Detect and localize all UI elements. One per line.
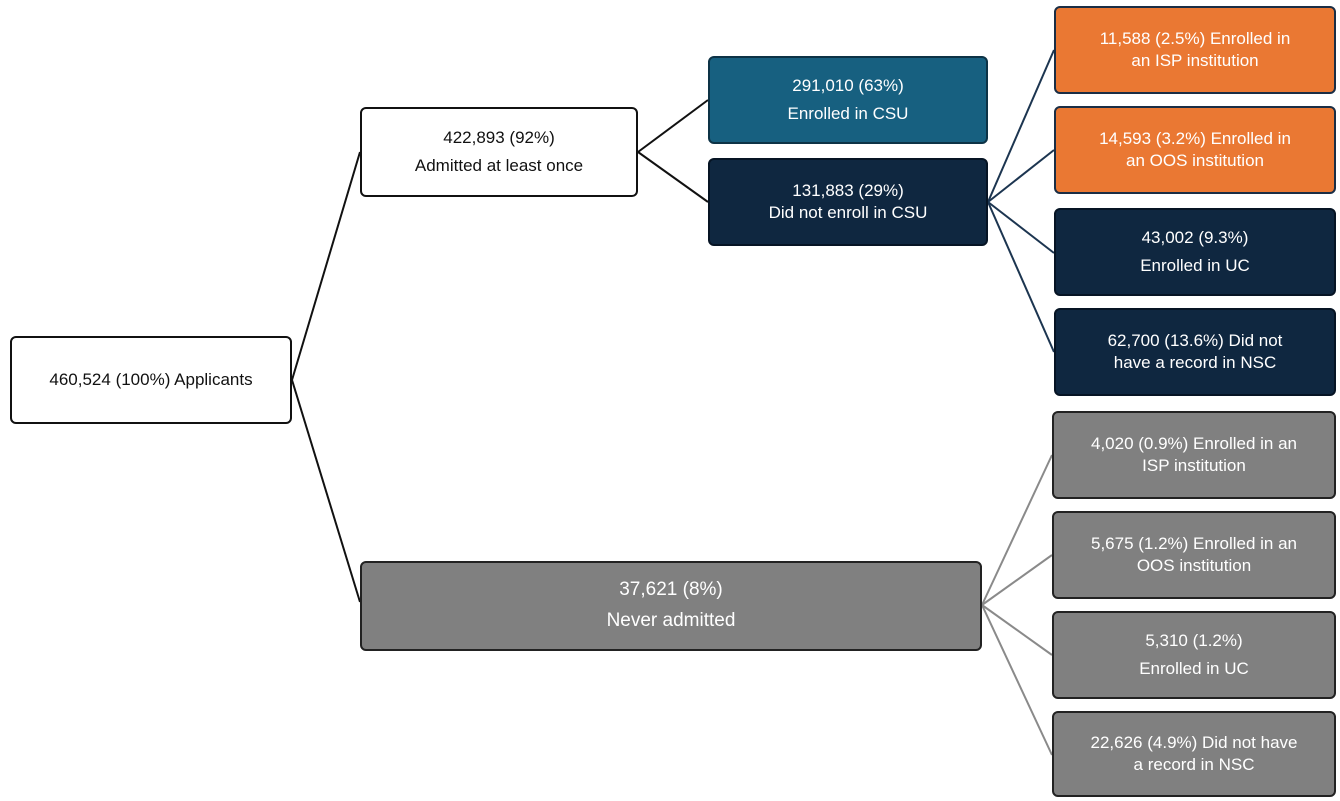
node-never-admitted-uc: 5,310 (1.2%) Enrolled in UC bbox=[1052, 611, 1336, 699]
connector-to-a-nsc bbox=[987, 201, 1055, 353]
node-applicants: 460,524 (100%) Applicants bbox=[10, 336, 292, 424]
root-connectors bbox=[291, 151, 361, 603]
admitted-connectors bbox=[637, 99, 709, 203]
node-enrolled-csu-count: 291,010 (63%) bbox=[792, 75, 904, 95]
node-admitted-oos-line2: an OOS institution bbox=[1126, 151, 1264, 170]
node-never-nsc-line2: a record in NSC bbox=[1133, 755, 1255, 774]
node-admitted-uc-count: 43,002 (9.3%) bbox=[1141, 227, 1249, 247]
connector-to-a-uc bbox=[987, 201, 1055, 254]
node-never-isp-line1: 4,020 (0.9%) Enrolled in an bbox=[1090, 433, 1298, 453]
node-never-oos-line2: OOS institution bbox=[1136, 556, 1252, 575]
node-did-not-enroll-csu: 131,883 (29%) Did not enroll in CSU bbox=[708, 158, 988, 246]
connector-admitted-not-enroll-csu bbox=[637, 151, 709, 203]
node-admitted-no-nsc-record: 62,700 (13.6%) Did not have a record in … bbox=[1054, 308, 1336, 396]
node-never-uc-count: 5,310 (1.2%) bbox=[1145, 630, 1243, 650]
node-applicants-label: 460,524 (100%) Applicants bbox=[49, 369, 253, 389]
connector-to-n-nsc bbox=[981, 604, 1053, 756]
node-never-admitted-oos: 5,675 (1.2%) Enrolled in an OOS institut… bbox=[1052, 511, 1336, 599]
node-admitted-label: Admitted at least once bbox=[414, 156, 584, 175]
node-never-isp-line2: ISP institution bbox=[1142, 456, 1246, 475]
node-never-oos-line1: 5,675 (1.2%) Enrolled in an bbox=[1090, 533, 1298, 553]
node-enrolled-in-csu: 291,010 (63%) Enrolled in CSU bbox=[708, 56, 988, 144]
never-admitted-connectors bbox=[981, 454, 1053, 756]
node-admitted-uc: 43,002 (9.3%) Enrolled in UC bbox=[1054, 208, 1336, 296]
node-admitted-isp-line1: 11,588 (2.5%) Enrolled in bbox=[1099, 28, 1291, 48]
node-admitted-nsc-line1: 62,700 (13.6%) Did not bbox=[1107, 330, 1283, 350]
node-never-nsc-line1: 22,626 (4.9%) Did not have bbox=[1090, 732, 1298, 752]
node-admitted-at-least-once: 422,893 (92%) Admitted at least once bbox=[360, 107, 638, 197]
connector-to-n-oos bbox=[981, 554, 1053, 606]
not-enroll-connectors bbox=[987, 49, 1055, 353]
connector-to-n-uc bbox=[981, 604, 1053, 656]
node-admitted-nsc-line2: have a record in NSC bbox=[1113, 353, 1277, 372]
node-admitted-oos: 14,593 (3.2%) Enrolled in an OOS institu… bbox=[1054, 106, 1336, 194]
node-never-admitted: 37,621 (8%) Never admitted bbox=[360, 561, 982, 651]
connector-admitted-enrolled-csu bbox=[637, 99, 709, 153]
node-never-admitted-no-nsc-record: 22,626 (4.9%) Did not have a record in N… bbox=[1052, 711, 1336, 797]
node-enrolled-csu-label: Enrolled in CSU bbox=[787, 104, 909, 123]
node-never-admitted-label: Never admitted bbox=[606, 610, 736, 631]
node-admitted-isp-line2: an ISP institution bbox=[1131, 51, 1259, 70]
node-admitted-uc-label: Enrolled in UC bbox=[1140, 256, 1250, 275]
node-never-admitted-isp: 4,020 (0.9%) Enrolled in an ISP institut… bbox=[1052, 411, 1336, 499]
node-admitted-count: 422,893 (92%) bbox=[443, 127, 555, 147]
connector-root-never-admitted bbox=[291, 379, 361, 603]
connector-to-n-isp bbox=[981, 454, 1053, 606]
node-never-uc-label: Enrolled in UC bbox=[1139, 659, 1249, 678]
node-admitted-isp: 11,588 (2.5%) Enrolled in an ISP institu… bbox=[1054, 6, 1336, 94]
node-not-enroll-csu-label: Did not enroll in CSU bbox=[768, 203, 928, 222]
node-not-enroll-csu-count: 131,883 (29%) bbox=[792, 180, 904, 200]
node-never-admitted-count: 37,621 (8%) bbox=[619, 579, 723, 601]
connector-to-a-isp bbox=[987, 49, 1055, 203]
node-admitted-oos-line1: 14,593 (3.2%) Enrolled in bbox=[1099, 128, 1291, 148]
connector-root-admitted bbox=[291, 151, 361, 381]
connector-to-a-oos bbox=[987, 149, 1055, 203]
